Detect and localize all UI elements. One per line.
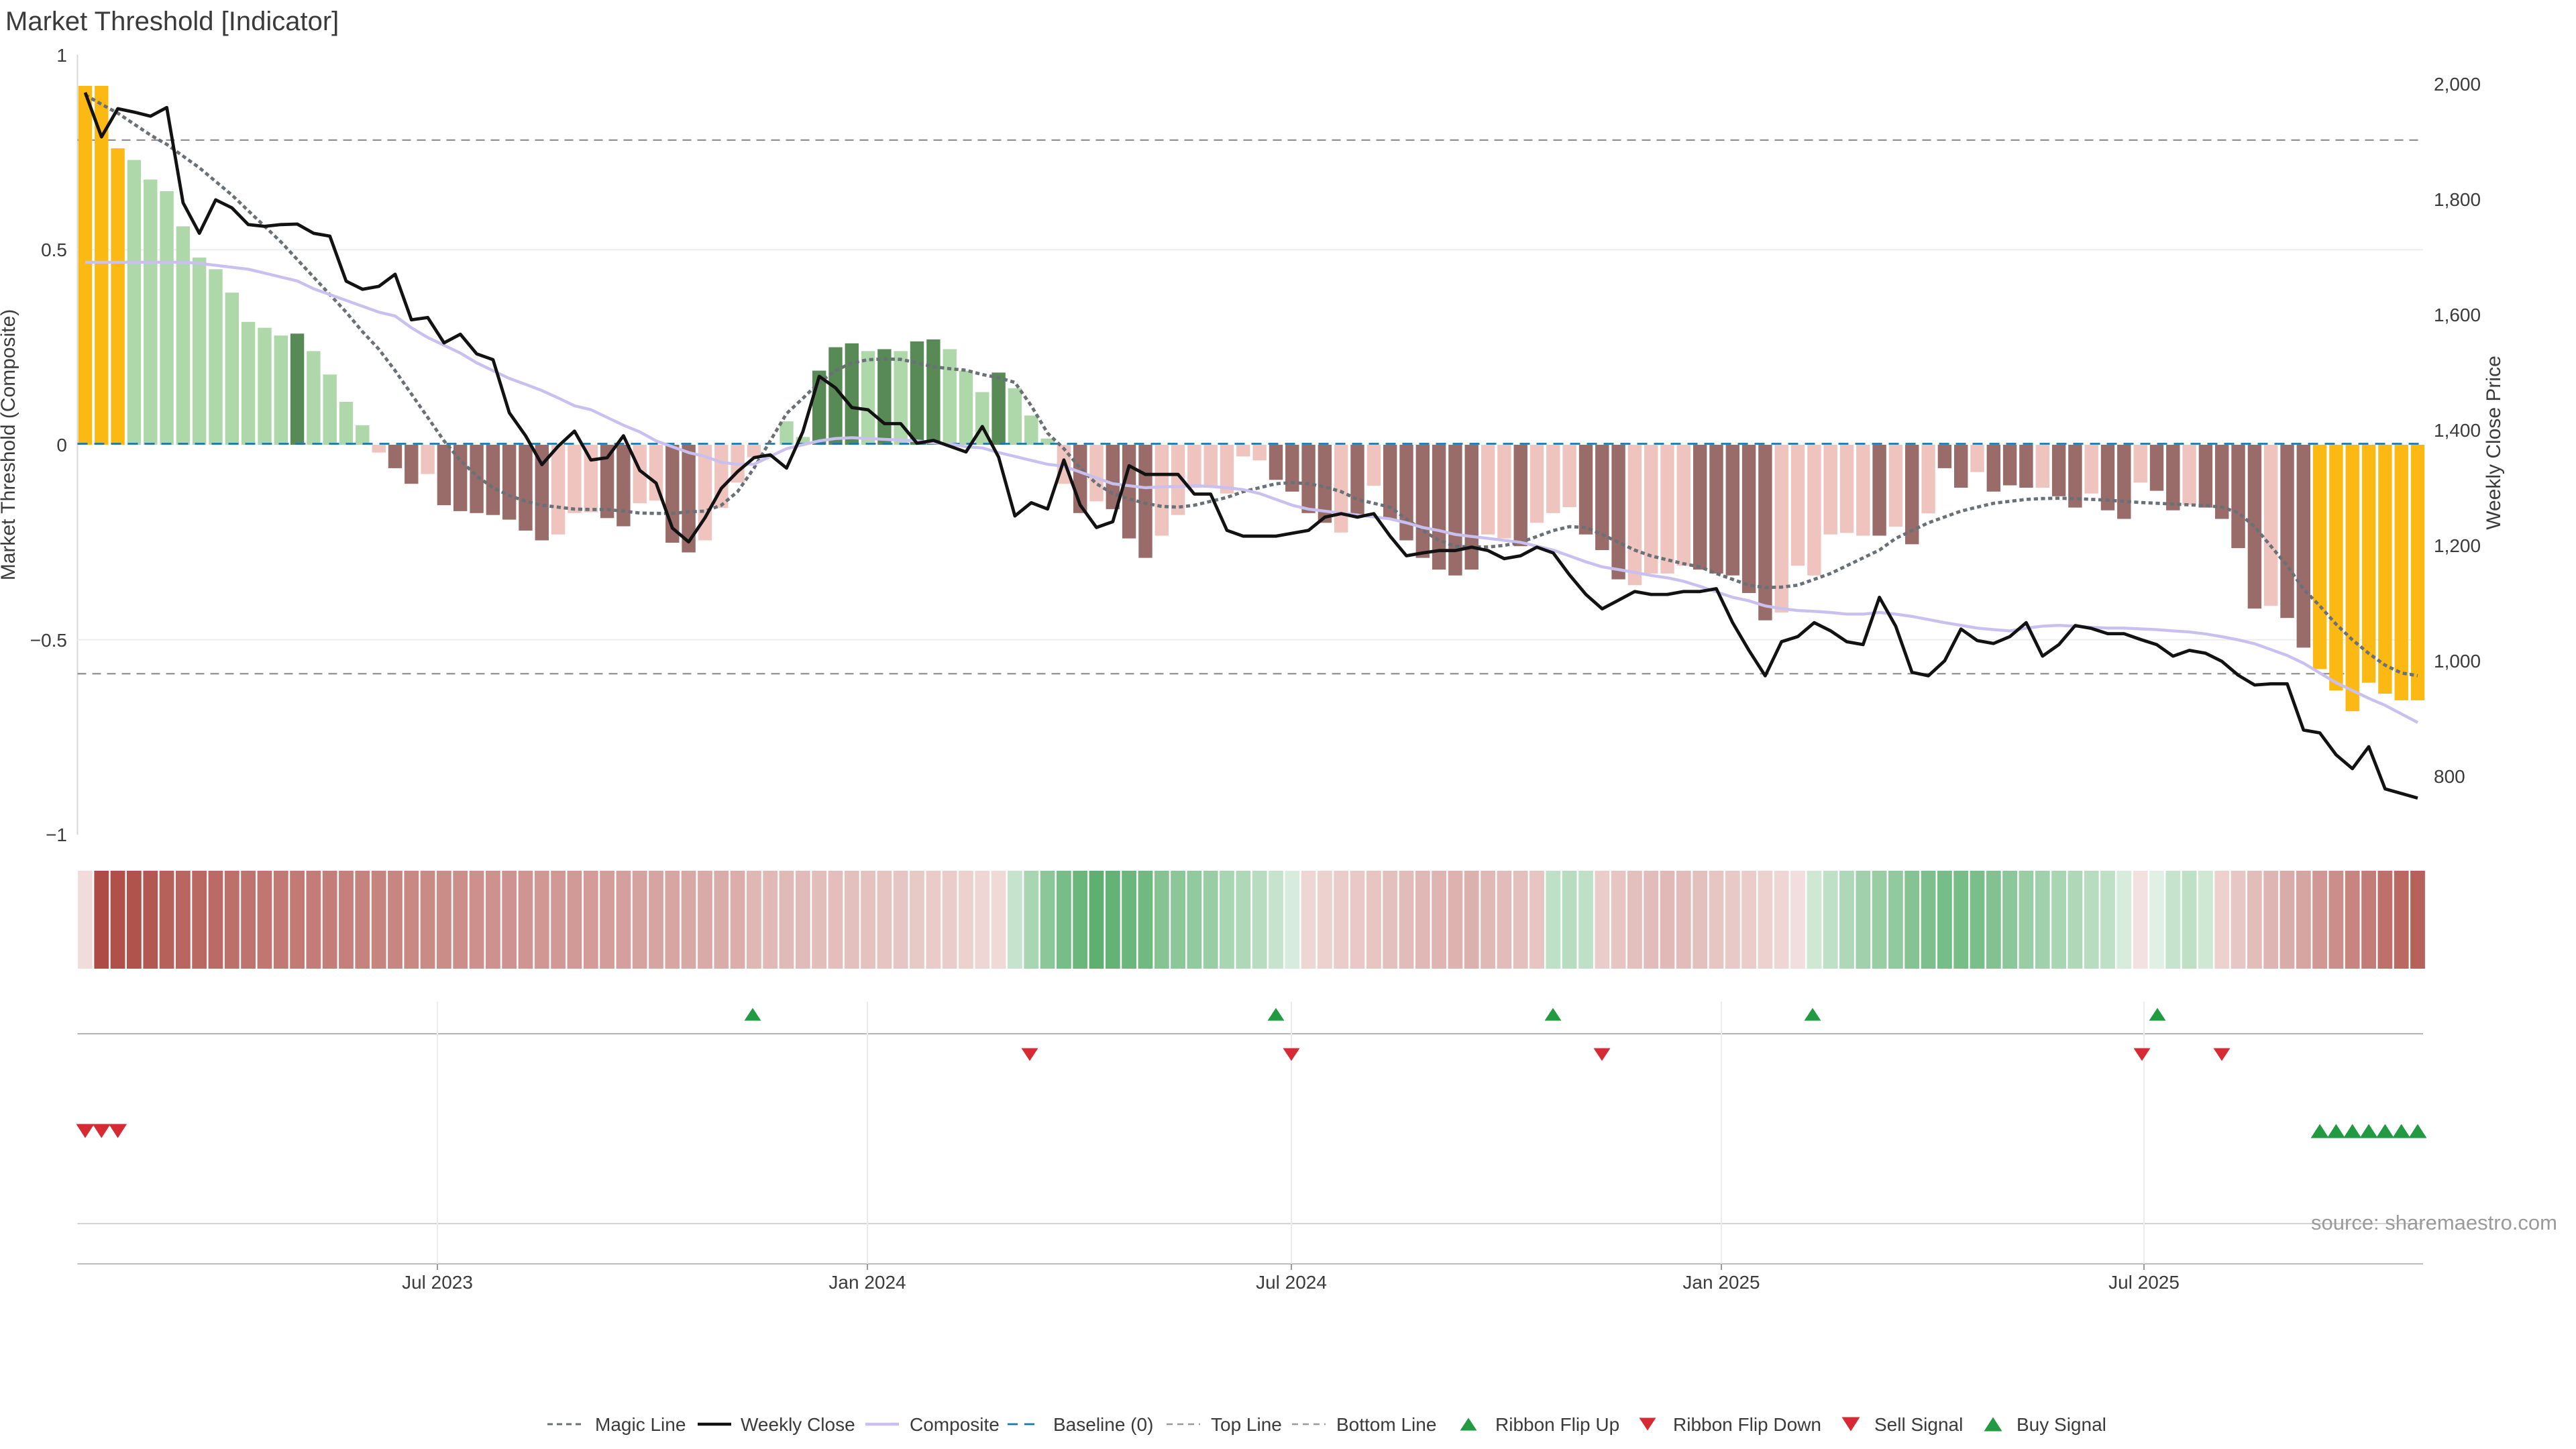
svg-text:Bottom Line: Bottom Line [1336, 1414, 1436, 1435]
svg-text:1,000: 1,000 [2434, 651, 2481, 672]
svg-text:Market Threshold (Composite): Market Threshold (Composite) [0, 309, 19, 581]
svg-text:−1: −1 [46, 824, 67, 845]
svg-text:Sell Signal: Sell Signal [1874, 1414, 1963, 1435]
svg-text:Magic Line: Magic Line [595, 1414, 686, 1435]
svg-text:Ribbon Flip Up: Ribbon Flip Up [1495, 1414, 1619, 1435]
svg-text:Baseline (0): Baseline (0) [1053, 1414, 1153, 1435]
svg-text:1,200: 1,200 [2434, 535, 2481, 556]
svg-text:0.5: 0.5 [41, 239, 67, 260]
svg-text:0: 0 [56, 435, 67, 455]
svg-text:800: 800 [2434, 766, 2465, 787]
svg-text:Ribbon Flip Down: Ribbon Flip Down [1673, 1414, 1821, 1435]
svg-text:1,600: 1,600 [2434, 305, 2481, 325]
svg-text:1: 1 [56, 45, 67, 66]
svg-text:1,800: 1,800 [2434, 189, 2481, 210]
svg-text:Jul 2024: Jul 2024 [1256, 1272, 1327, 1293]
svg-text:Weekly Close Price: Weekly Close Price [2483, 356, 2505, 530]
svg-text:Market Threshold [Indicator]: Market Threshold [Indicator] [5, 7, 339, 36]
svg-text:Composite: Composite [910, 1414, 1000, 1435]
svg-text:2,000: 2,000 [2434, 74, 2481, 95]
svg-text:Top Line: Top Line [1211, 1414, 1282, 1435]
svg-text:Jan 2025: Jan 2025 [1682, 1272, 1760, 1293]
svg-text:Jul 2025: Jul 2025 [2108, 1272, 2180, 1293]
svg-text:Buy Signal: Buy Signal [2017, 1414, 2106, 1435]
svg-text:Jan 2024: Jan 2024 [828, 1272, 906, 1293]
svg-text:Weekly Close: Weekly Close [741, 1414, 855, 1435]
svg-text:1,400: 1,400 [2434, 420, 2481, 441]
svg-text:−0.5: −0.5 [30, 630, 67, 651]
svg-text:source: sharemaestro.com: source: sharemaestro.com [2311, 1211, 2557, 1234]
svg-text:Jul 2023: Jul 2023 [402, 1272, 473, 1293]
